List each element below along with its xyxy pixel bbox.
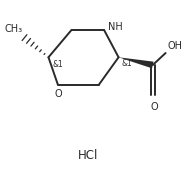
Text: HCl: HCl (78, 149, 98, 162)
Text: O: O (151, 102, 158, 112)
Text: CH₃: CH₃ (5, 24, 23, 34)
Text: O: O (54, 89, 62, 99)
Text: OH: OH (167, 41, 182, 51)
Text: &1: &1 (53, 60, 64, 69)
Polygon shape (119, 57, 153, 68)
Text: &1: &1 (121, 59, 132, 68)
Text: NH: NH (108, 22, 123, 32)
